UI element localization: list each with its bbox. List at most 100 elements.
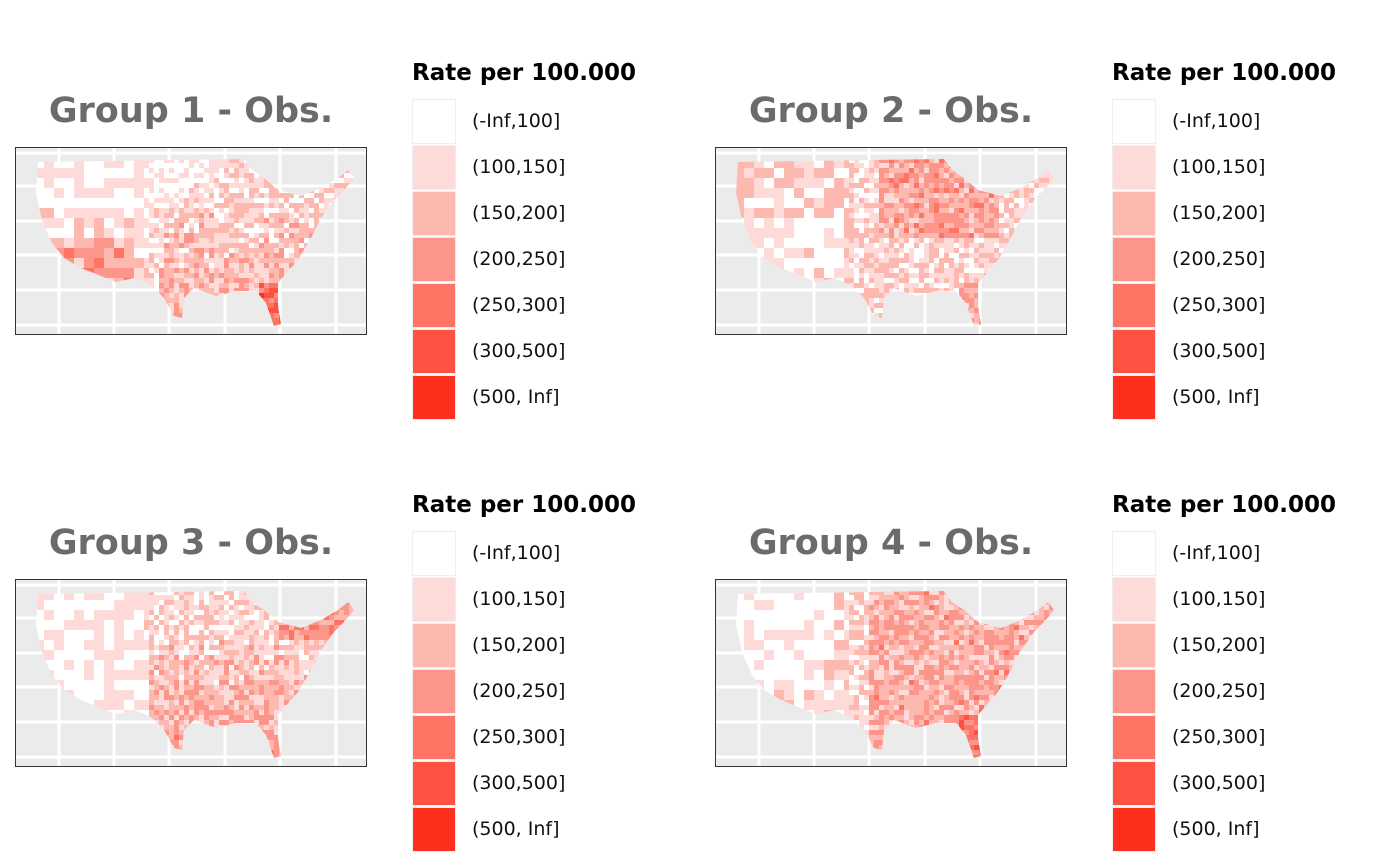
county-cell	[934, 208, 939, 213]
county-cell	[859, 183, 864, 188]
county-cell	[904, 218, 909, 223]
county-cell	[244, 645, 249, 650]
county-cell	[169, 710, 174, 715]
county-cell	[204, 700, 209, 705]
county-cell	[864, 213, 869, 218]
county-cell	[154, 640, 159, 645]
county-cell	[269, 258, 274, 263]
county-cell	[1054, 283, 1059, 288]
county-cell	[994, 308, 999, 313]
county-cell	[1029, 163, 1034, 168]
county-cell	[794, 298, 804, 308]
county-cell	[154, 610, 159, 615]
county-cell	[194, 168, 199, 173]
county-cell	[204, 625, 209, 630]
county-cell	[224, 690, 229, 695]
county-cell	[1019, 168, 1024, 173]
county-cell	[204, 298, 209, 303]
county-cell	[194, 193, 199, 198]
county-cell	[179, 740, 184, 745]
county-cell	[234, 313, 239, 318]
county-cell	[269, 308, 274, 313]
county-cell	[989, 293, 994, 298]
county-cell	[959, 298, 964, 303]
county-cell	[169, 278, 174, 283]
county-cell	[314, 665, 319, 670]
county-cell	[259, 173, 264, 178]
county-cell	[289, 650, 294, 655]
county-cell	[1009, 303, 1014, 308]
county-cell	[304, 700, 309, 705]
county-cell	[904, 193, 909, 198]
county-cell	[254, 318, 259, 323]
county-cell	[149, 218, 154, 223]
county-cell	[309, 665, 314, 670]
county-cell	[854, 273, 859, 278]
county-cell	[169, 595, 174, 600]
county-cell	[864, 183, 869, 188]
county-cell	[214, 635, 219, 640]
county-cell	[279, 208, 284, 213]
county-cell	[349, 740, 354, 745]
county-cell	[264, 283, 269, 288]
county-cell	[974, 223, 979, 228]
county-cell	[344, 600, 349, 605]
county-cell	[184, 650, 189, 655]
county-cell	[224, 645, 229, 650]
county-cell	[934, 283, 939, 288]
county-cell	[329, 278, 334, 283]
county-cell	[239, 625, 244, 630]
county-cell	[1049, 163, 1054, 168]
county-cell	[339, 258, 344, 263]
county-cell	[154, 745, 159, 750]
county-cell	[854, 188, 859, 193]
county-cell	[174, 188, 179, 193]
county-cell	[1054, 313, 1059, 318]
county-cell	[184, 591, 189, 595]
county-cell	[344, 705, 349, 710]
county-cell	[149, 223, 154, 228]
county-cell	[174, 730, 179, 735]
county-cell	[314, 625, 319, 630]
county-cell	[319, 173, 324, 178]
county-cell	[304, 675, 309, 680]
county-cell	[169, 168, 174, 173]
county-cell	[299, 710, 304, 715]
county-cell	[159, 710, 164, 715]
county-cell	[179, 620, 184, 625]
county-cell	[36, 660, 44, 670]
county-cell	[239, 700, 244, 705]
county-cell	[189, 620, 194, 625]
county-cell	[149, 670, 154, 675]
county-cell	[754, 218, 764, 228]
county-cell	[264, 238, 269, 243]
county-cell	[309, 625, 314, 630]
county-cell	[269, 625, 274, 630]
county-cell	[104, 208, 114, 218]
county-cell	[324, 620, 329, 625]
county-cell	[254, 710, 259, 715]
county-cell	[354, 188, 359, 193]
county-cell	[979, 208, 984, 213]
county-cell	[294, 258, 299, 263]
county-cell	[1029, 268, 1034, 273]
county-cell	[244, 293, 249, 298]
county-cell	[889, 313, 894, 318]
county-cell	[969, 258, 974, 263]
county-cell	[94, 268, 104, 278]
county-cell	[1004, 198, 1009, 203]
county-cell	[859, 188, 864, 193]
county-cell	[259, 595, 264, 600]
county-cell	[889, 253, 894, 258]
legend-label: (-Inf,100]	[472, 110, 561, 132]
county-cell	[1044, 173, 1049, 178]
county-cell	[184, 283, 189, 288]
county-cell	[279, 263, 284, 268]
county-cell	[239, 313, 244, 318]
county-cell	[314, 705, 319, 710]
county-cell	[199, 685, 204, 690]
county-cell	[1049, 308, 1054, 313]
county-cell	[264, 288, 269, 293]
county-cell	[264, 268, 269, 273]
county-cell	[249, 159, 254, 163]
